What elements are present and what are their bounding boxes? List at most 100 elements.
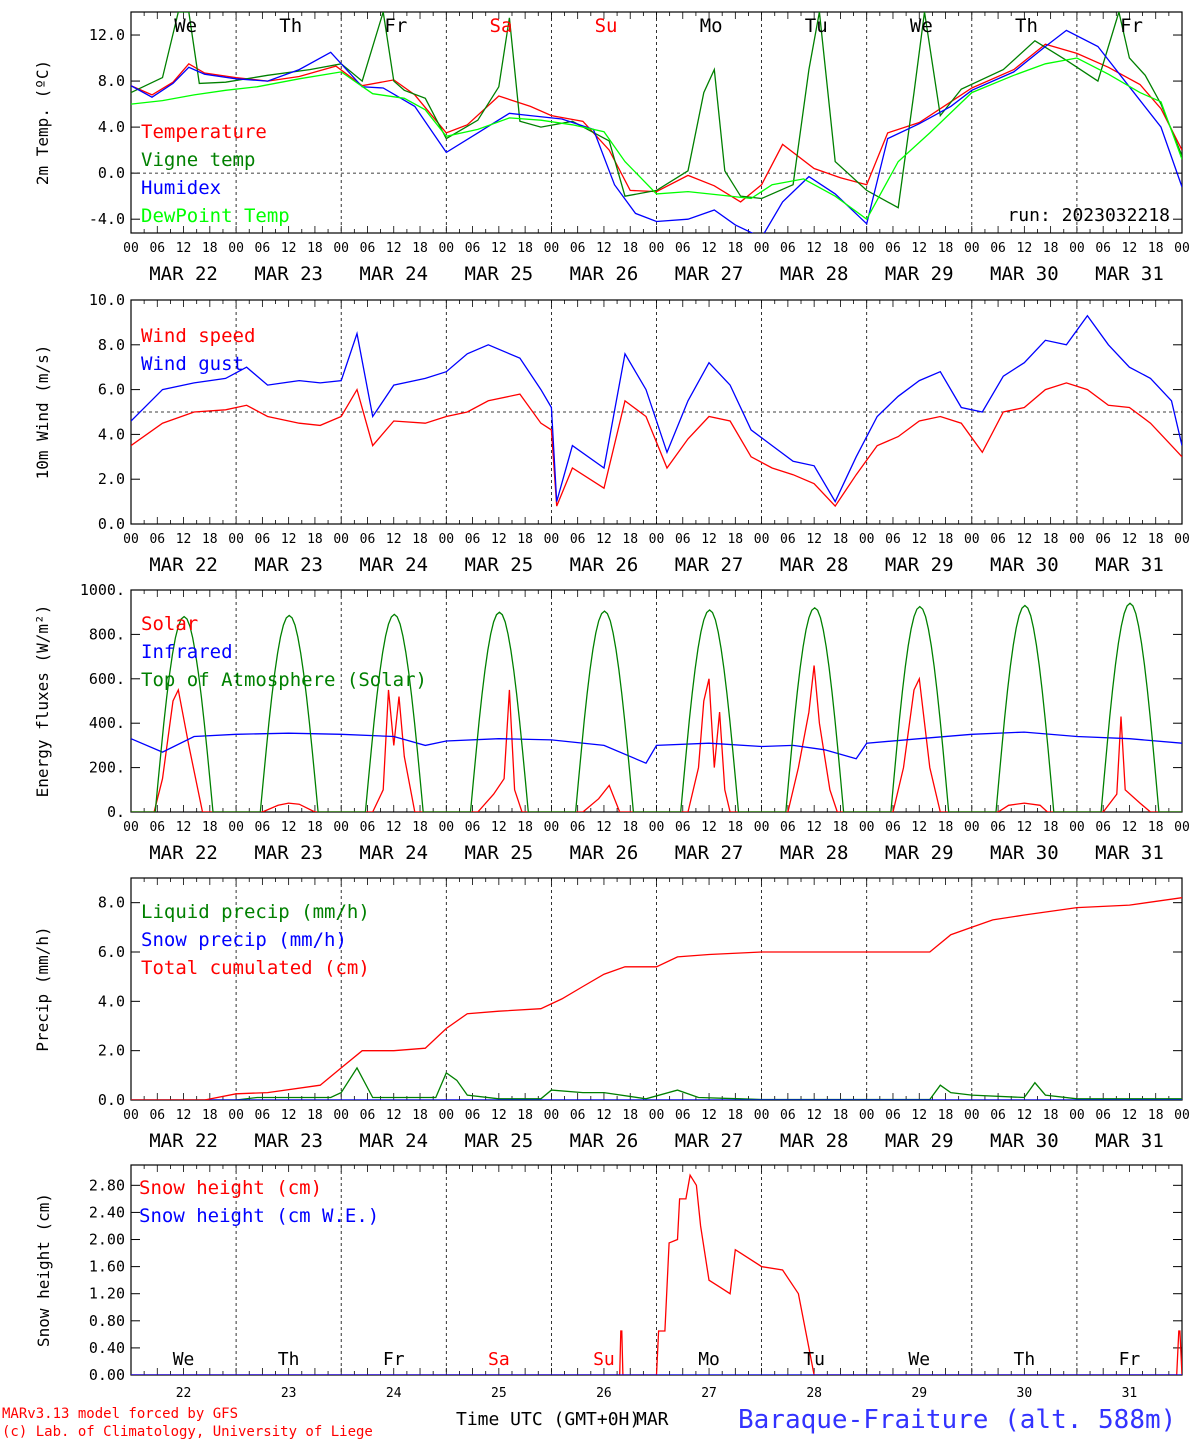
- hour-tick-label: 12: [491, 820, 507, 835]
- legend-solar: Solar: [141, 613, 198, 635]
- y-tick-label: 400.: [89, 714, 125, 732]
- hour-tick-label: 12: [806, 1108, 822, 1123]
- day-number-label: 30: [1017, 1386, 1033, 1401]
- legend-vigne-temp: Vigne temp: [141, 149, 255, 171]
- hour-tick-label: 06: [1095, 820, 1111, 835]
- hour-tick-label: 18: [202, 532, 218, 547]
- hour-tick-label: 18: [938, 241, 954, 256]
- hour-tick-label: 18: [622, 1108, 638, 1123]
- footer-lab: (c) Lab. of Climatology, University of L…: [2, 1424, 373, 1440]
- date-label: MAR 31: [1095, 842, 1164, 864]
- y-tick-label: 2.80: [89, 1176, 125, 1194]
- date-label: MAR 24: [359, 1130, 428, 1152]
- hour-tick-label: 18: [622, 241, 638, 256]
- hour-tick-label: 18: [938, 820, 954, 835]
- hour-tick-label: 06: [149, 820, 165, 835]
- weekday-label: Fr: [383, 1349, 405, 1370]
- hour-tick-label: 18: [412, 1108, 428, 1123]
- date-label: MAR 27: [675, 263, 744, 285]
- hour-tick-label: 12: [281, 1108, 297, 1123]
- legend-top-of-atmosphere-solar-: Top of Atmosphere (Solar): [141, 669, 427, 691]
- hour-tick-label: 12: [491, 241, 507, 256]
- series-line-top-of-atmosphere-solar-: [131, 602, 1182, 812]
- hour-tick-label: 00: [964, 532, 980, 547]
- footer-model: MARv3.13 model forced by GFS: [2, 1406, 238, 1422]
- hour-tick-label: 00: [1069, 241, 1085, 256]
- hour-tick-label: 06: [465, 532, 481, 547]
- hour-tick-label: 00: [964, 1108, 980, 1123]
- hour-tick-label: 06: [255, 532, 271, 547]
- date-label: MAR 25: [465, 842, 534, 864]
- date-label: MAR 26: [570, 1130, 639, 1152]
- weekday-label: Sa: [490, 15, 513, 37]
- series-group: [131, 602, 1182, 812]
- panel-snow: 0.00 0.40 0.80 1.20 1.60 2.00 2.40 2.80 Snow hei…: [34, 1164, 1183, 1401]
- hour-tick-label: 06: [675, 820, 691, 835]
- hour-tick-label: 06: [675, 532, 691, 547]
- hour-tick-label: 00: [964, 241, 980, 256]
- series-group: [131, 12, 1182, 233]
- series-line-infrared: [131, 731, 1182, 765]
- weekday-label: Su: [593, 1349, 615, 1370]
- series-line-temperature: [131, 43, 1182, 203]
- hour-tick-label: 12: [386, 1108, 402, 1123]
- weekday-label: Tu: [805, 15, 828, 37]
- hour-tick-label: 18: [1043, 241, 1059, 256]
- series-line-snow-height-cm-: [131, 1173, 1182, 1375]
- y-tick-label: -4.0: [89, 210, 125, 228]
- date-label: MAR 25: [465, 263, 534, 285]
- series-line-wind-gust: [131, 314, 1182, 503]
- panels: -4.0 0.0 4.0 8.0 12.0 2m Temp. (ºC) Temperatur…: [33, 11, 1190, 1401]
- date-label: MAR 31: [1095, 263, 1164, 285]
- weekday-label: Th: [278, 1349, 300, 1370]
- series-line-total-cumulated-cm-: [131, 897, 1182, 1100]
- date-label: MAR 30: [990, 842, 1059, 864]
- y-tick-label: 4.0: [98, 118, 125, 136]
- hour-tick-label: 18: [727, 820, 743, 835]
- y-axis-label: Precip (mm/h): [33, 926, 52, 1051]
- legend-humidex: Humidex: [141, 177, 221, 199]
- hour-tick-label: 18: [1043, 532, 1059, 547]
- weekday-label: Th: [279, 15, 302, 37]
- legend-total-cumulated-cm-: Total cumulated (cm): [141, 957, 370, 979]
- hour-tick-label: 18: [517, 532, 533, 547]
- date-label: MAR 31: [1095, 554, 1164, 576]
- y-tick-label: 0.0: [98, 164, 125, 182]
- hour-tick-label: 12: [281, 241, 297, 256]
- y-tick-label: 6.0: [98, 381, 125, 399]
- date-label: MAR 30: [990, 1130, 1059, 1152]
- date-label: MAR 23: [254, 842, 323, 864]
- date-label: MAR 23: [254, 1130, 323, 1152]
- hour-tick-label: 12: [596, 241, 612, 256]
- hour-tick-label: 18: [727, 1108, 743, 1123]
- date-label: MAR 26: [570, 554, 639, 576]
- panel-energy: 0. 200. 400. 600. 800. 1000. Energy fluxes (W/…: [33, 581, 1190, 864]
- hour-tick-label: 06: [360, 241, 376, 256]
- hour-tick-label: 12: [596, 532, 612, 547]
- hour-tick-label: 06: [885, 532, 901, 547]
- date-label: MAR 29: [885, 263, 954, 285]
- date-label: MAR 27: [675, 554, 744, 576]
- hour-tick-label: 00: [228, 820, 244, 835]
- series-line-wind-speed: [131, 382, 1182, 508]
- hour-tick-label: 00: [438, 820, 454, 835]
- date-label: MAR 22: [149, 554, 218, 576]
- date-label: MAR 25: [465, 1130, 534, 1152]
- hour-tick-label: 12: [911, 532, 927, 547]
- run-label: run: 2023032218: [1007, 205, 1170, 226]
- hour-tick-label: 12: [491, 532, 507, 547]
- hour-tick-label: 06: [990, 241, 1006, 256]
- weekday-label: Th: [1015, 15, 1038, 37]
- hour-tick-label: 00: [1174, 1108, 1190, 1123]
- hour-tick-label: 12: [911, 241, 927, 256]
- hour-tick-label: 00: [333, 532, 349, 547]
- hour-tick-label: 06: [255, 820, 271, 835]
- hour-tick-label: 00: [1174, 820, 1190, 835]
- hour-tick-label: 00: [333, 241, 349, 256]
- y-tick-label: 8.0: [98, 894, 125, 912]
- legend-snow-precip-mm-h-: Snow precip (mm/h): [141, 929, 347, 951]
- date-label: MAR 26: [570, 263, 639, 285]
- hour-tick-label: 06: [149, 532, 165, 547]
- hour-tick-label: 00: [333, 820, 349, 835]
